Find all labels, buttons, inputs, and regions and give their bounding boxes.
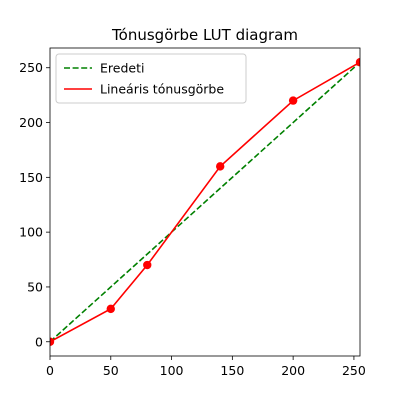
data-point bbox=[355, 58, 360, 67]
y-tick-label: 200 bbox=[19, 115, 43, 130]
data-point bbox=[143, 260, 152, 270]
data-point bbox=[106, 304, 115, 314]
data-point bbox=[216, 162, 225, 171]
series-1 bbox=[50, 61, 360, 343]
series-layer bbox=[50, 58, 360, 346]
legend-box bbox=[55, 53, 247, 104]
x-axis: 0 50 100 150 200 250 bbox=[46, 356, 366, 378]
series-line-1 bbox=[50, 61, 360, 343]
y-tick-label: 0 bbox=[35, 334, 43, 349]
legend-label: Lineáris tónusgörbe bbox=[100, 82, 224, 97]
x-tick-label: 150 bbox=[220, 363, 244, 378]
chart-title: Tónusgörbe LUT diagram bbox=[111, 26, 298, 44]
series-2 bbox=[50, 58, 360, 346]
legend-item: Lineáris tónusgörbe bbox=[64, 82, 224, 97]
y-tick-label: 100 bbox=[19, 225, 43, 240]
x-tick-label: 200 bbox=[281, 363, 305, 378]
legend: Eredeti Lineáris tónusgörbe bbox=[55, 53, 247, 104]
data-point bbox=[288, 96, 298, 105]
plot-frame bbox=[49, 47, 361, 357]
y-tick-label: 150 bbox=[19, 170, 43, 185]
y-tick-label: 50 bbox=[27, 279, 43, 294]
x-tick-label: 50 bbox=[103, 363, 119, 378]
y-tick-label: 250 bbox=[19, 60, 43, 75]
x-tick-label: 100 bbox=[160, 363, 184, 378]
y-axis: 0 50 100 150 200 250 bbox=[19, 60, 50, 349]
x-tick-label: 250 bbox=[342, 363, 366, 378]
legend-item: Eredeti bbox=[64, 61, 144, 76]
x-tick-label: 0 bbox=[46, 363, 54, 378]
data-point bbox=[50, 337, 55, 346]
legend-label: Eredeti bbox=[100, 61, 144, 76]
series-line-2 bbox=[50, 61, 360, 343]
